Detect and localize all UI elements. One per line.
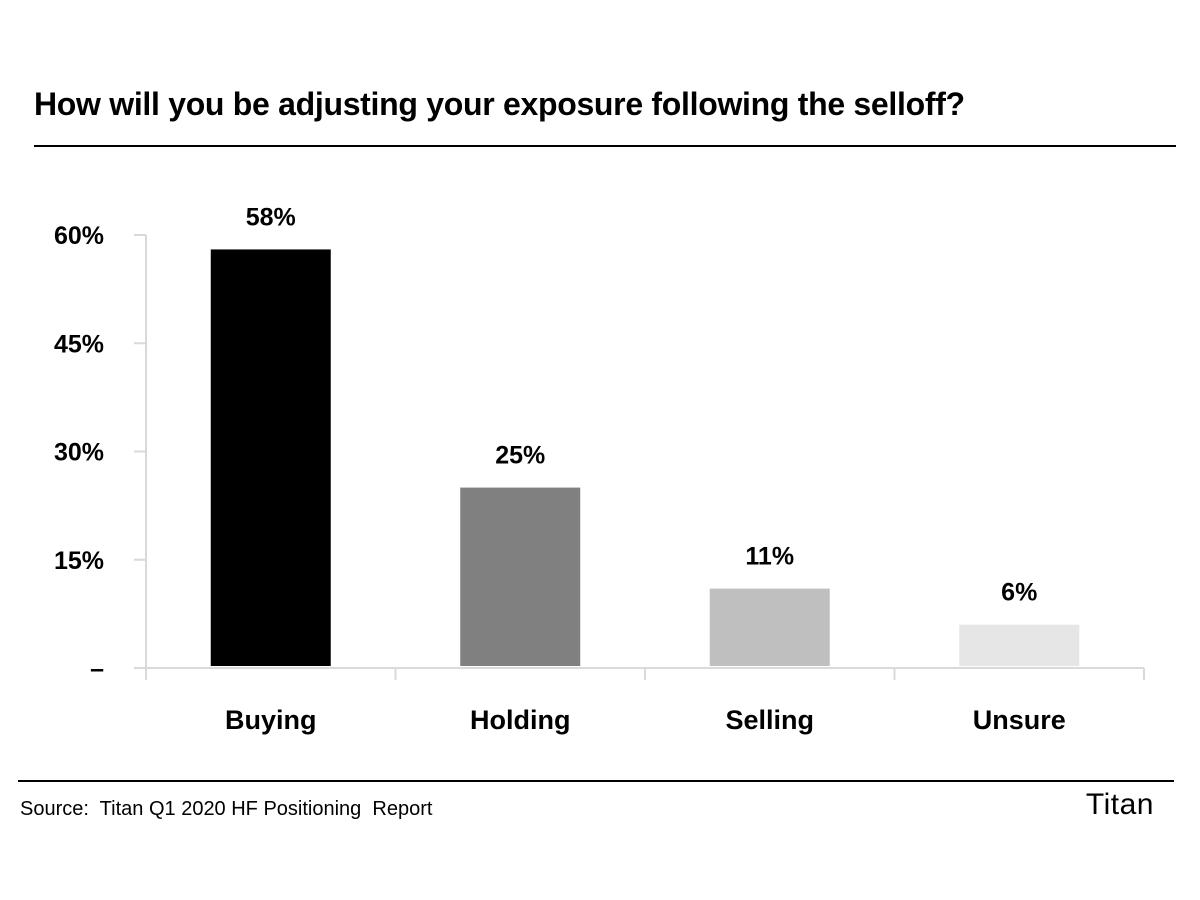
chart-title: How will you be adjusting your exposure … xyxy=(34,86,965,122)
x-tick-label: Unsure xyxy=(973,705,1066,735)
footer-divider xyxy=(18,780,1174,782)
y-tick-label: – xyxy=(90,655,104,683)
bar-holding xyxy=(460,487,581,666)
data-label: 25% xyxy=(495,442,545,470)
x-tick-label: Selling xyxy=(725,705,814,735)
bar-selling xyxy=(709,588,830,666)
bar-buying xyxy=(210,249,331,666)
x-tick-label: Buying xyxy=(225,705,317,735)
y-tick-label: 15% xyxy=(54,547,104,575)
source-note: Source: Titan Q1 2020 HF Positioning Rep… xyxy=(20,798,433,820)
bar-chart: – 15% 30% 45% 60% 58% Buying 25% Holding 11% Selli… xyxy=(54,203,1145,735)
brand-logo: Titan xyxy=(1085,788,1154,821)
data-label: 6% xyxy=(1001,579,1037,607)
title-divider xyxy=(34,145,1176,147)
y-tick-label: 30% xyxy=(54,439,104,467)
bar-unsure xyxy=(959,624,1080,666)
x-tick-label: Holding xyxy=(470,705,570,735)
data-label: 11% xyxy=(745,543,794,571)
y-tick-label: 45% xyxy=(54,330,104,358)
y-tick-label: 60% xyxy=(54,222,104,250)
data-label: 58% xyxy=(246,203,296,231)
